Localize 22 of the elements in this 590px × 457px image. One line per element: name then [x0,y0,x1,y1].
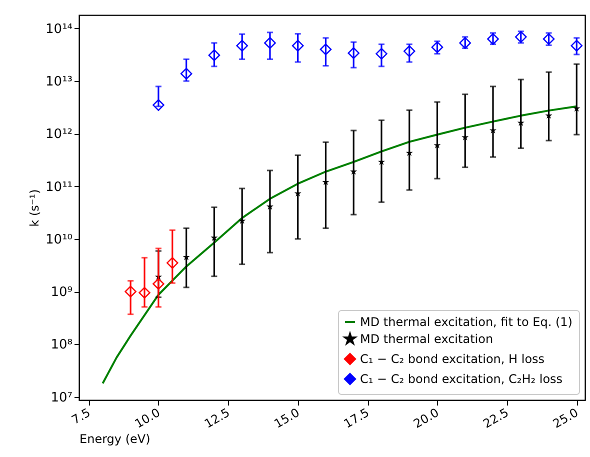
legend-label: C₁ − C₂ bond excitation, C₂H₂ loss [360,372,563,386]
y-tick-label: 10¹³ [46,74,72,90]
x-tick-label: 15.0 [272,405,302,431]
x-tick-label: 12.5 [202,405,232,431]
y-axis-title: k (s⁻¹) [28,189,42,227]
x-tick-label: 22.5 [480,405,511,431]
x-tick-label: 17.5 [341,405,372,431]
legend-label: MD thermal excitation [360,332,494,346]
x-axis-title: Energy (eV) [80,432,150,446]
legend-label: MD thermal excitation, fit to Eq. (1) [360,315,572,329]
y-tick-label: 10⁹ [50,285,72,300]
y-tick-label: 10¹⁴ [46,22,72,37]
x-tick-label: 20.0 [411,405,442,431]
x-tick-label: 7.5 [69,405,93,428]
x-tick-label: 10.0 [132,405,162,431]
y-tick-label: 10¹¹ [46,180,72,195]
legend-label: C₁ − C₂ bond excitation, H loss [360,352,545,366]
x-tick-label: 25.0 [550,405,581,431]
y-tick-label: 10¹² [46,127,72,142]
y-tick-label: 10¹⁰ [46,232,72,248]
y-tick-label: 10⁷ [50,390,72,406]
y-tick-label: 10⁸ [50,338,72,353]
